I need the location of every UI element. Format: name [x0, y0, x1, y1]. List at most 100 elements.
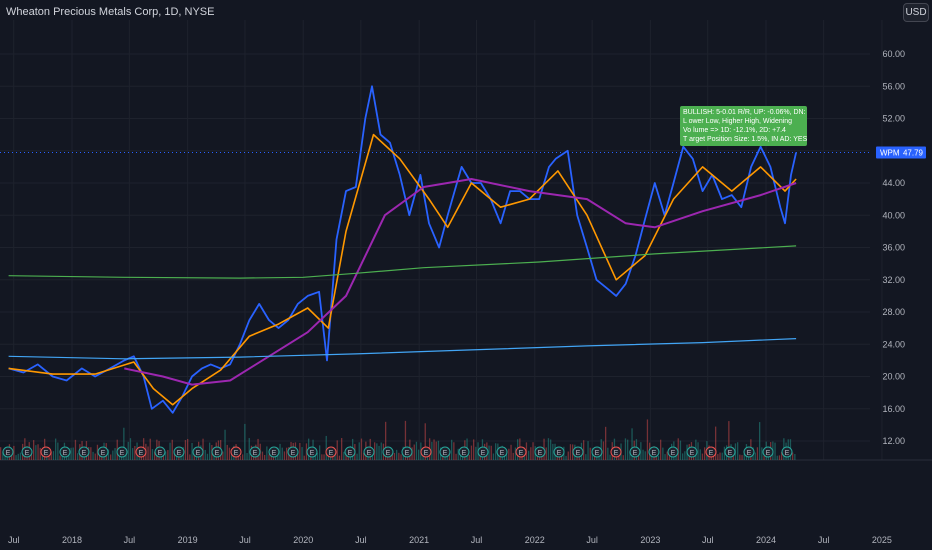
volume-bar [325, 435, 327, 460]
volume-bar [488, 445, 490, 460]
volume-bar [778, 455, 781, 460]
volume-bar [341, 438, 343, 460]
earnings-circle [173, 446, 185, 458]
volume-bar [184, 440, 187, 460]
volume-bar [169, 442, 171, 460]
volume-bar [99, 454, 101, 460]
currency-button[interactable]: USD [903, 3, 929, 22]
earnings-circle [629, 446, 641, 458]
volume-bar [59, 455, 61, 460]
earnings-circle [591, 446, 603, 458]
volume-bar [763, 455, 765, 460]
earnings-marker: E [344, 446, 356, 458]
earnings-label: E [652, 450, 657, 457]
earnings-marker: E [382, 446, 394, 458]
earnings-circle [363, 446, 375, 458]
volume-bar [424, 423, 426, 460]
volume-bar [646, 419, 649, 460]
earnings-marker: E [610, 446, 622, 458]
volume-bar [72, 447, 74, 460]
volume-bar [134, 446, 136, 460]
symbol-title: Wheaton Precious Metals Corp, 1D, NYSE [6, 6, 215, 18]
volume-bar [154, 451, 156, 460]
earnings-circle [515, 446, 527, 458]
volume-bar [305, 443, 308, 460]
earnings-circle [477, 446, 489, 458]
volume-bar [334, 453, 336, 460]
volume-bar [490, 445, 492, 460]
volume-bar [224, 429, 226, 460]
earnings-label: E [310, 450, 315, 457]
price-tick-label: 32.00 [882, 275, 905, 285]
earnings-circle [344, 446, 356, 458]
earnings-marker: E [211, 446, 223, 458]
volume-bar [204, 449, 206, 460]
volume-bar [468, 454, 470, 460]
volume-bar [666, 451, 668, 460]
volume-bar [431, 441, 433, 460]
volume-bar [712, 455, 715, 460]
time-tick-label: 2023 [640, 535, 660, 545]
earnings-marker: E [420, 446, 432, 458]
earnings-label: E [253, 450, 258, 457]
earnings-marker: E [762, 446, 774, 458]
volume-bar [213, 453, 215, 460]
volume-bar [723, 446, 726, 460]
earnings-circle [686, 446, 698, 458]
volume-bar [123, 427, 125, 460]
volume-bar [110, 454, 112, 460]
volume-bar [55, 438, 57, 460]
earnings-label: E [367, 450, 372, 457]
volume-bar [323, 454, 325, 460]
earnings-marker: E [78, 446, 90, 458]
volume-bar [459, 455, 462, 460]
earnings-marker: E [40, 446, 52, 458]
volume-bar [19, 452, 22, 460]
volume-bar [35, 445, 37, 460]
volume-bar [187, 438, 189, 460]
volume-bar [508, 448, 510, 460]
volume-bar [657, 455, 660, 460]
volume-bar [715, 426, 717, 460]
volume-bar [244, 423, 246, 460]
earnings-circle [458, 446, 470, 458]
volume-bar [299, 442, 301, 460]
volume-bar [264, 454, 266, 460]
volume-bar [376, 443, 378, 460]
volume-bar [550, 439, 552, 460]
time-tick-label: 2024 [756, 535, 776, 545]
earnings-marker: E [629, 446, 641, 458]
earnings-label: E [6, 450, 11, 457]
earnings-label: E [633, 450, 638, 457]
volume-bar [151, 448, 154, 460]
earnings-marker: E [686, 446, 698, 458]
earnings-label: E [234, 450, 239, 457]
volume-bar [446, 455, 448, 460]
series-line-3 [8, 245, 797, 279]
earnings-label: E [595, 450, 600, 457]
earnings-label: E [766, 450, 771, 457]
volume-bar [248, 438, 250, 460]
volume-bar [228, 447, 231, 460]
price-series [8, 85, 797, 414]
volume-bar [622, 455, 624, 460]
badge-bg [876, 146, 926, 159]
volume-bar [393, 452, 396, 460]
volume-bar [378, 445, 380, 460]
earnings-label: E [177, 450, 182, 457]
volume-bar [739, 454, 741, 460]
volume-bar [149, 438, 151, 460]
earnings-marker: E [743, 446, 755, 458]
note-line-1: BULLISH: 5-0.01 R/R, UP: -0.06%, DN: 8.9… [683, 109, 807, 116]
volume-bar [719, 452, 721, 460]
volume-bar [415, 441, 418, 460]
volume-bar [781, 452, 783, 460]
earnings-circle [648, 446, 660, 458]
earnings-circle [781, 446, 793, 458]
volume-bar [473, 439, 475, 460]
earnings-label: E [272, 450, 277, 457]
price-tick-label: 44.00 [882, 178, 905, 188]
volume-bar [239, 455, 242, 460]
